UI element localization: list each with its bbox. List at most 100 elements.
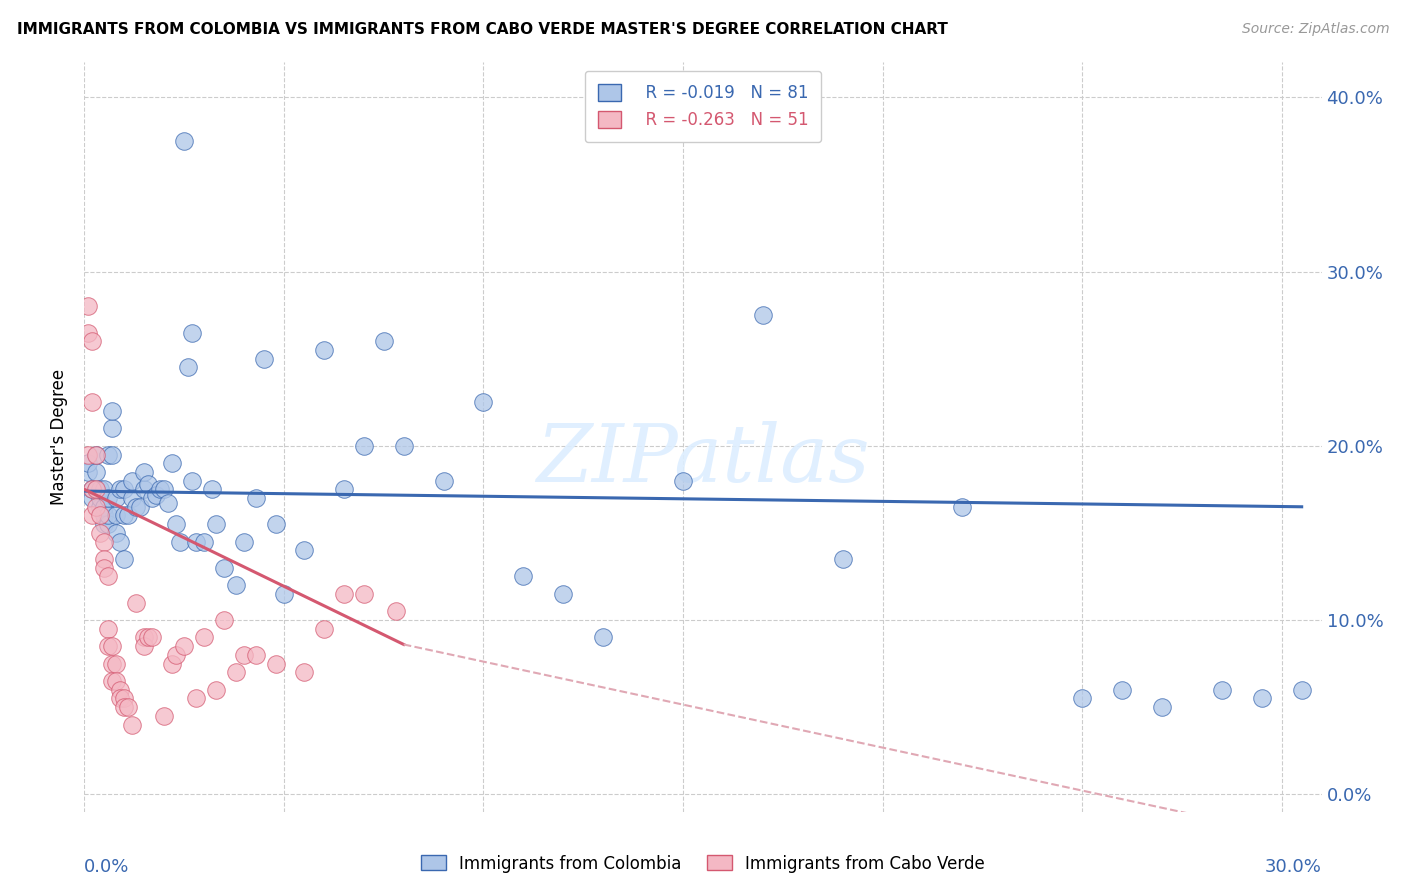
Point xyxy=(205,682,228,697)
Point xyxy=(112,483,135,497)
Point xyxy=(82,508,104,523)
Text: IMMIGRANTS FROM COLOMBIA VS IMMIGRANTS FROM CABO VERDE MASTER'S DEGREE CORRELATI: IMMIGRANTS FROM COLOMBIA VS IMMIGRANTS F… xyxy=(17,22,948,37)
Point xyxy=(134,465,156,479)
Point xyxy=(831,552,853,566)
Point xyxy=(173,639,195,653)
Point xyxy=(101,404,124,418)
Point xyxy=(97,639,120,653)
Point xyxy=(77,326,100,340)
Point xyxy=(82,491,104,505)
Point xyxy=(134,631,156,645)
Point xyxy=(392,439,415,453)
Point xyxy=(212,561,235,575)
Text: 30.0%: 30.0% xyxy=(1265,858,1322,876)
Point xyxy=(110,534,132,549)
Point xyxy=(82,334,104,349)
Point xyxy=(153,483,176,497)
Point xyxy=(225,578,247,592)
Point xyxy=(169,534,191,549)
Point xyxy=(1250,691,1272,706)
Point xyxy=(93,517,115,532)
Point xyxy=(121,474,143,488)
Point xyxy=(110,483,132,497)
Point xyxy=(205,517,228,532)
Point xyxy=(93,552,115,566)
Point xyxy=(117,508,139,523)
Point xyxy=(82,483,104,497)
Point xyxy=(193,534,215,549)
Point xyxy=(165,648,187,662)
Point xyxy=(129,500,152,514)
Point xyxy=(86,483,108,497)
Point xyxy=(153,709,176,723)
Point xyxy=(97,448,120,462)
Point xyxy=(173,134,195,148)
Point xyxy=(110,682,132,697)
Point xyxy=(273,587,295,601)
Point xyxy=(89,483,111,497)
Point xyxy=(101,448,124,462)
Point xyxy=(134,639,156,653)
Y-axis label: Master's Degree: Master's Degree xyxy=(51,369,69,505)
Point xyxy=(112,508,135,523)
Point xyxy=(93,534,115,549)
Point xyxy=(134,483,156,497)
Point xyxy=(1071,691,1094,706)
Point xyxy=(89,491,111,505)
Point xyxy=(253,351,276,366)
Point xyxy=(201,483,224,497)
Point xyxy=(97,508,120,523)
Point xyxy=(333,483,356,497)
Point xyxy=(93,483,115,497)
Legend:   R = -0.019   N = 81,   R = -0.263   N = 51: R = -0.019 N = 81, R = -0.263 N = 51 xyxy=(585,70,821,142)
Point xyxy=(264,657,287,671)
Point xyxy=(353,587,375,601)
Point xyxy=(160,456,183,470)
Point xyxy=(592,631,614,645)
Point xyxy=(1111,682,1133,697)
Point xyxy=(112,700,135,714)
Point xyxy=(86,448,108,462)
Point xyxy=(384,604,406,618)
Point xyxy=(105,657,128,671)
Point xyxy=(97,622,120,636)
Point xyxy=(472,395,495,409)
Point xyxy=(125,500,148,514)
Point xyxy=(141,491,163,505)
Point xyxy=(97,491,120,505)
Point xyxy=(752,308,775,322)
Point xyxy=(292,665,315,680)
Point xyxy=(97,517,120,532)
Point xyxy=(105,491,128,505)
Point xyxy=(97,569,120,583)
Point xyxy=(101,639,124,653)
Point xyxy=(82,395,104,409)
Point xyxy=(77,465,100,479)
Point xyxy=(86,500,108,514)
Point xyxy=(149,483,172,497)
Point xyxy=(110,691,132,706)
Point xyxy=(312,343,335,357)
Point xyxy=(82,483,104,497)
Point xyxy=(212,613,235,627)
Point xyxy=(89,508,111,523)
Point xyxy=(553,587,575,601)
Point xyxy=(112,552,135,566)
Point xyxy=(93,561,115,575)
Point xyxy=(136,631,159,645)
Point xyxy=(86,483,108,497)
Point xyxy=(373,334,395,349)
Point xyxy=(105,525,128,540)
Point xyxy=(181,474,204,488)
Point xyxy=(157,496,180,510)
Point xyxy=(101,421,124,435)
Point xyxy=(245,491,267,505)
Point xyxy=(77,456,100,470)
Point xyxy=(432,474,454,488)
Point xyxy=(121,491,143,505)
Point xyxy=(1150,700,1173,714)
Text: 0.0%: 0.0% xyxy=(84,858,129,876)
Point xyxy=(105,673,128,688)
Legend: Immigrants from Colombia, Immigrants from Cabo Verde: Immigrants from Colombia, Immigrants fro… xyxy=(415,848,991,880)
Point xyxy=(93,500,115,514)
